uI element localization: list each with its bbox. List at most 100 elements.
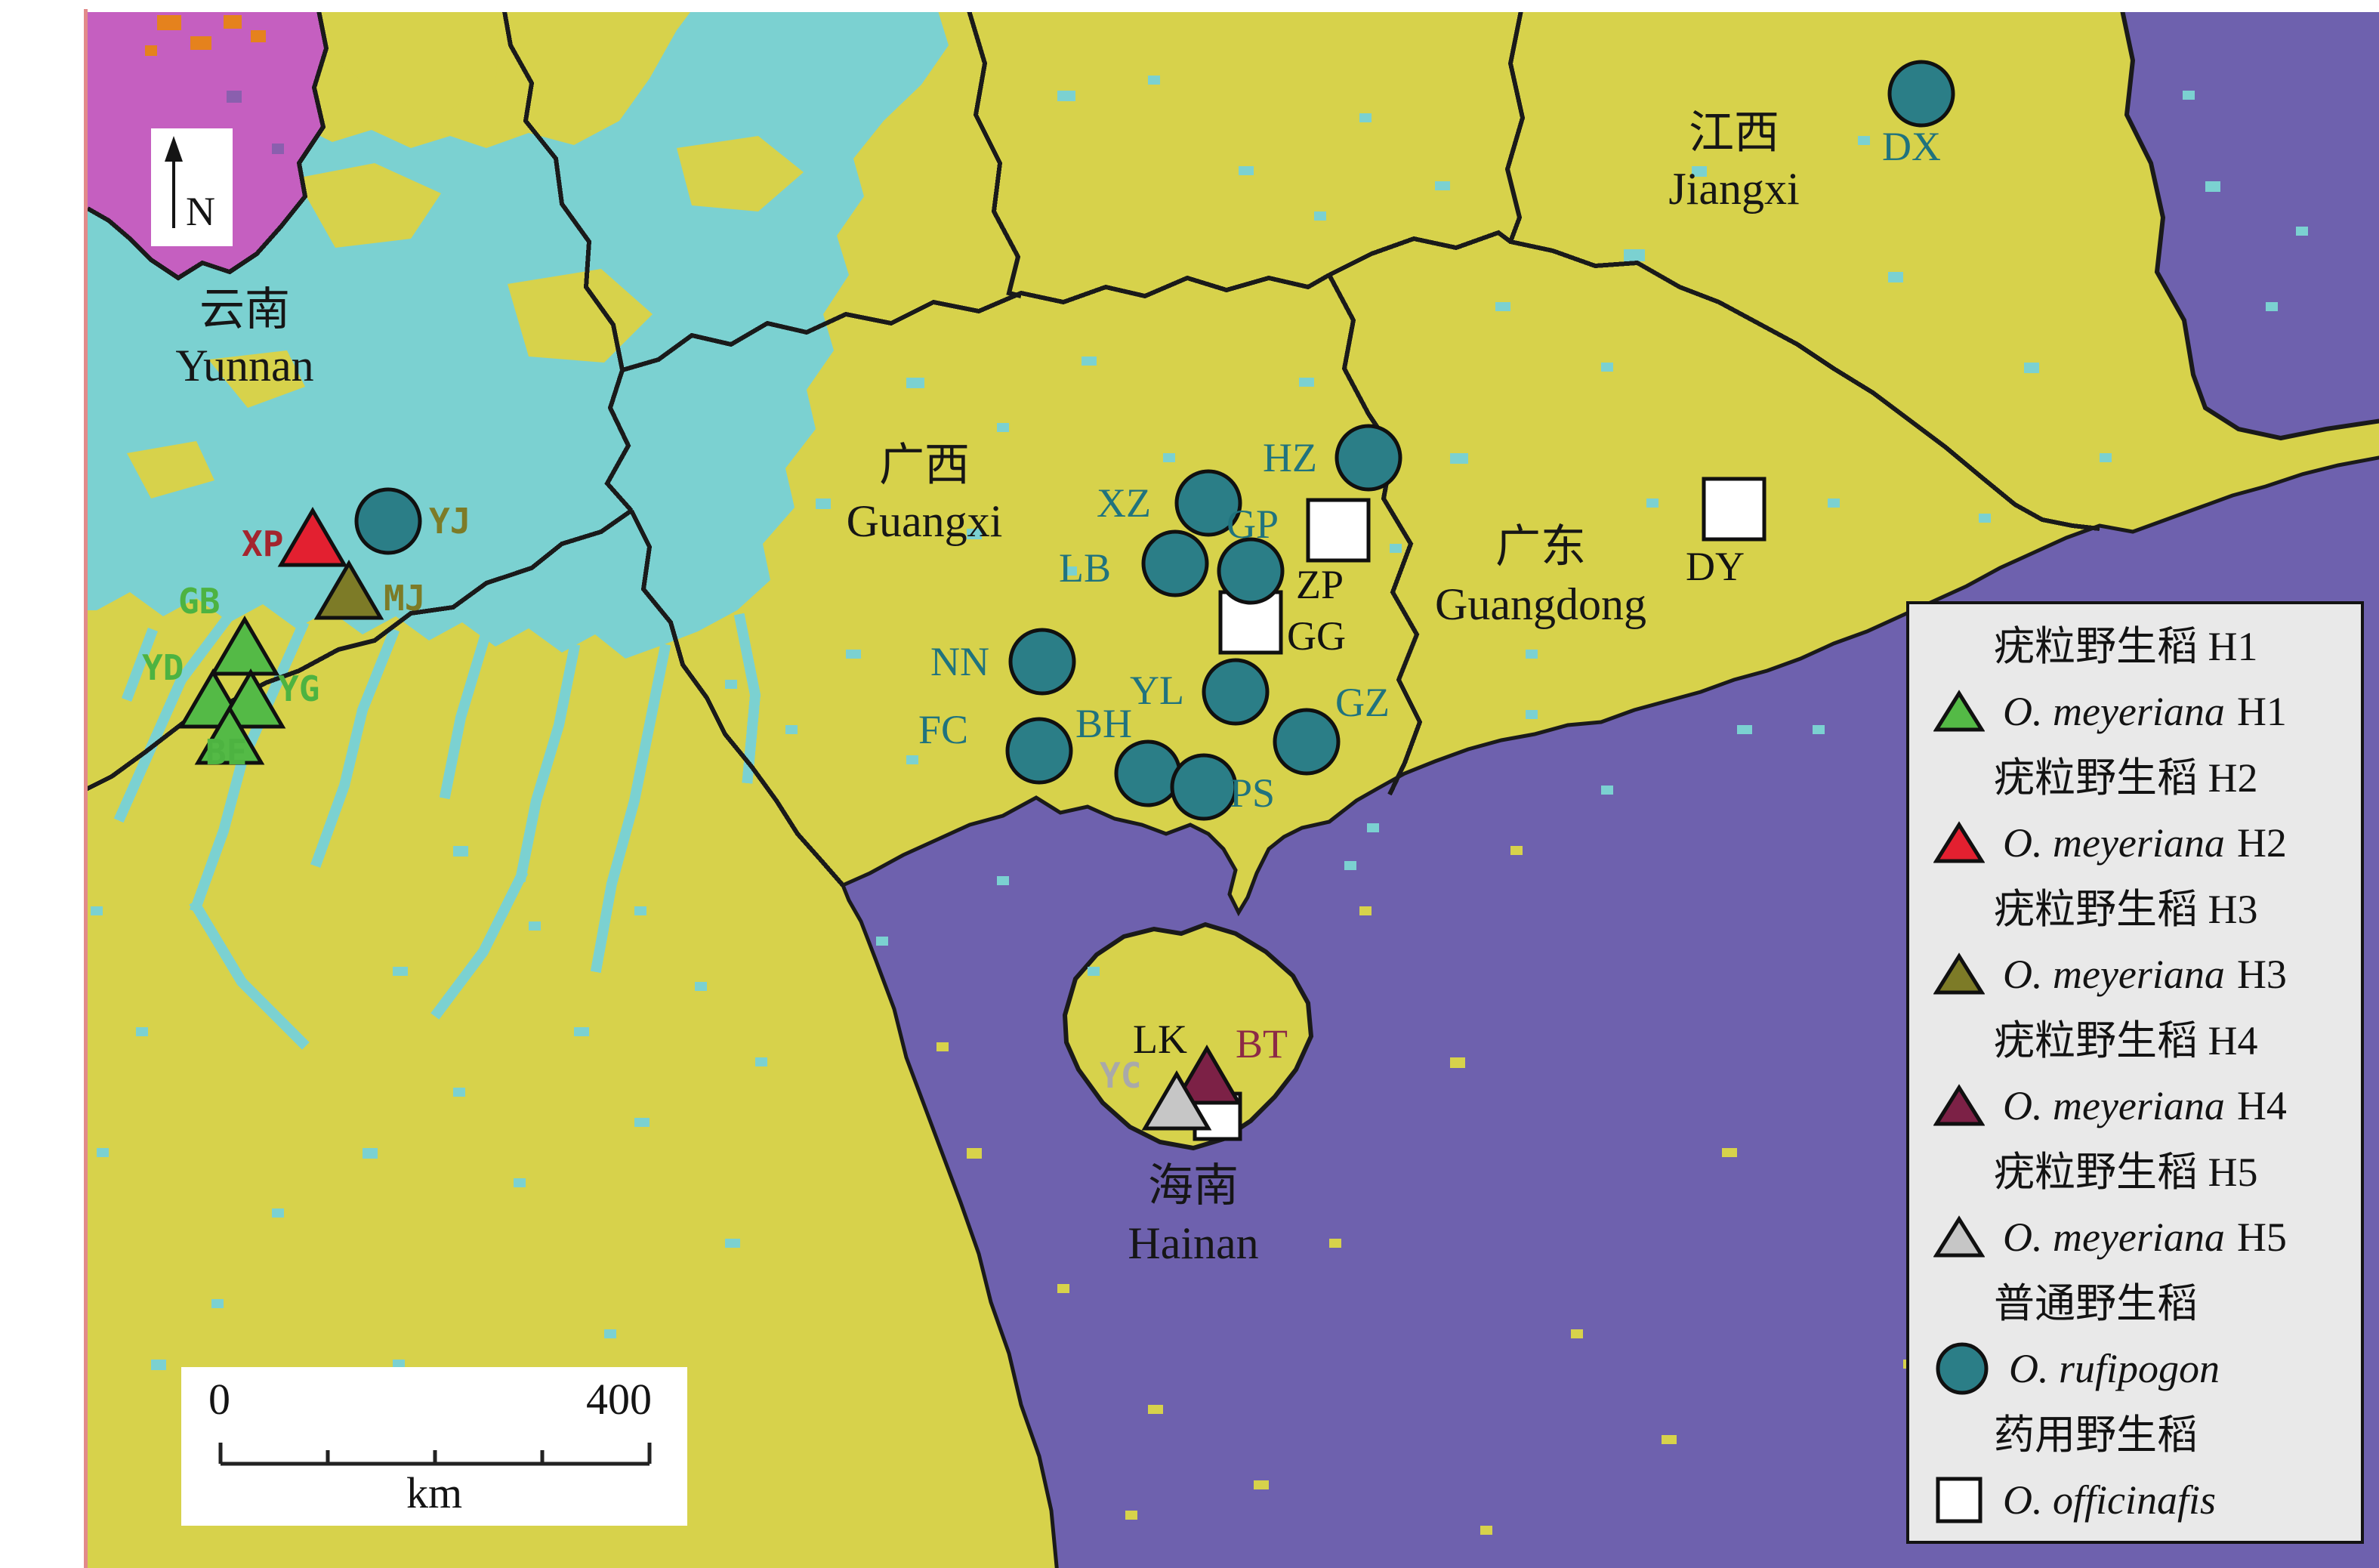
- site-marker-yg: [215, 668, 286, 729]
- site-label-bh: BH: [1075, 701, 1132, 746]
- fujian-region: [2120, 12, 2379, 441]
- legend-item-h4: 疣粒野生稻 H4 O. meyeriana H4: [1909, 1011, 2361, 1142]
- h5-triangle-icon: [1933, 1215, 1985, 1258]
- legend-cn-label: 药用野生稻: [1994, 1412, 2198, 1458]
- legend-latin-label: O. meyeriana H2: [2003, 819, 2287, 865]
- site-label-yd: YD: [142, 647, 184, 688]
- site-marker-gz: [1273, 708, 1341, 776]
- site-marker-be: [194, 705, 265, 765]
- h4-triangle-icon: [1933, 1084, 1985, 1126]
- h1-triangle-icon: [1933, 690, 1985, 732]
- orange-specks: [145, 15, 266, 56]
- site-marker-mj: [313, 560, 384, 620]
- legend-latin-label: O. officinafis: [2003, 1477, 2216, 1522]
- province-label-jiangxi-en: Jiangxi: [1668, 164, 1799, 214]
- highland-streaks: [113, 612, 761, 1050]
- h2-triangle-icon: [1933, 821, 1985, 863]
- site-marker-yc: [1141, 1070, 1212, 1131]
- legend-item-h1: 疣粒野生稻 H1 O. meyeriana H1: [1909, 616, 2361, 748]
- site-label-ps: PS: [1230, 770, 1275, 816]
- h3-triangle-icon: [1933, 952, 1985, 995]
- legend-latin-label: O. rufipogon: [2009, 1345, 2220, 1391]
- rufipogon-circle-icon: [1936, 1342, 1989, 1395]
- north-arrow: N: [151, 128, 233, 246]
- site-label-gb: GB: [178, 581, 220, 622]
- site-marker-fc: [1005, 717, 1073, 785]
- province-label-hainan-cn: 海南: [1148, 1159, 1239, 1212]
- scale-ticks: [218, 1443, 652, 1466]
- site-markers: [177, 60, 1955, 1141]
- legend-latin-label: O. meyeriana H3: [2003, 951, 2287, 996]
- site-label-xp: XP: [242, 523, 283, 564]
- site-label-yj: YJ: [429, 501, 471, 542]
- scale-unit-label: km: [406, 1470, 463, 1518]
- legend-item-h5: 疣粒野生稻 H5 O. meyeriana H5: [1909, 1142, 2361, 1273]
- scale-max-label: 400: [586, 1376, 652, 1424]
- legend-cn-label: 疣粒野生稻 H2: [1994, 755, 2258, 801]
- province-label-guangxi-en: Guangxi: [847, 496, 1003, 546]
- site-label-xz: XZ: [1097, 480, 1151, 526]
- site-label-be: BE: [205, 732, 247, 773]
- site-label-lk: LK: [1133, 1017, 1187, 1062]
- land-cyan-speckles: [91, 76, 2308, 1489]
- legend-cn-label: 疣粒野生稻 H3: [1994, 887, 2258, 932]
- legend-cn-label: 普通野生稻: [1994, 1281, 2198, 1326]
- land-patches-in-highland: [127, 12, 804, 498]
- site-marker-bh: [1114, 739, 1182, 807]
- hainan-island: [1062, 921, 1314, 1151]
- legend-latin-label: O. meyeriana H1: [2003, 688, 2287, 733]
- province-label-hainan-en: Hainan: [1128, 1218, 1258, 1268]
- site-marker-gb: [209, 616, 280, 676]
- province-label-jiangxi-cn: 江西: [1689, 106, 1779, 159]
- site-marker-yl: [1202, 658, 1270, 726]
- province-label-yunnan-cn: 云南: [199, 283, 290, 336]
- site-label-gp: GP: [1227, 502, 1279, 547]
- site-marker-gp: [1217, 537, 1285, 605]
- province-label-guangxi-cn: 广西: [879, 439, 970, 492]
- legend-latin-label: O. meyeriana H4: [2003, 1082, 2287, 1128]
- site-label-zp: ZP: [1296, 562, 1344, 607]
- site-marker-nn: [1008, 628, 1076, 696]
- site-label-hz: HZ: [1263, 435, 1317, 480]
- site-marker-xp: [277, 507, 348, 567]
- officinalis-square-icon: [1936, 1477, 1982, 1523]
- site-label-nn: NN: [930, 639, 989, 684]
- legend-item-h3: 疣粒野生稻 H3 O. meyeriana H3: [1909, 879, 2361, 1011]
- site-marker-yj: [354, 487, 422, 555]
- site-marker-ps: [1170, 753, 1238, 821]
- province-label-guangdong-cn: 广东: [1495, 520, 1586, 573]
- legend-item-rufipogon: 普通野生稻 O. rufipogon: [1909, 1273, 2361, 1405]
- legend-cn-label: 疣粒野生稻 H5: [1994, 1150, 2258, 1195]
- site-labels: XP MJ GB YD YG BE YJ HZ XZ GP LB NN YL G…: [142, 124, 1941, 1096]
- site-marker-lb: [1141, 529, 1209, 597]
- site-label-mj: MJ: [384, 578, 425, 619]
- site-label-bt: BT: [1236, 1021, 1288, 1066]
- site-label-dx: DX: [1882, 124, 1941, 169]
- site-label-dy: DY: [1686, 544, 1745, 589]
- legend: 疣粒野生稻 H1 O. meyeriana H1 疣粒野生稻 H2 O. meye…: [1906, 601, 2364, 1544]
- scale-zero-label: 0: [208, 1376, 230, 1424]
- site-marker-dx: [1887, 60, 1955, 128]
- province-labels: 云南 Yunnan 广西 Guangxi 广东 Guangdong 江西 Jia…: [175, 106, 1799, 1268]
- site-label-yc: YC: [1100, 1055, 1141, 1096]
- legend-item-h2: 疣粒野生稻 H2 O. meyeriana H2: [1909, 748, 2361, 879]
- north-label: N: [186, 189, 215, 234]
- site-marker-xz: [1174, 469, 1242, 537]
- site-label-gg: GG: [1287, 613, 1346, 659]
- legend-item-officinalis: 药用野生稻 O. officinafis: [1909, 1405, 2361, 1536]
- legend-cn-label: 疣粒野生稻 H1: [1994, 624, 2258, 669]
- north-arrow-icon: [165, 136, 183, 228]
- legend-cn-label: 疣粒野生稻 H4: [1994, 1018, 2258, 1063]
- site-label-gz: GZ: [1335, 680, 1390, 725]
- legend-latin-label: O. meyeriana H5: [2003, 1214, 2287, 1259]
- site-label-fc: FC: [918, 707, 968, 752]
- province-label-guangdong-en: Guangdong: [1435, 579, 1646, 629]
- province-label-yunnan-en: Yunnan: [175, 341, 313, 390]
- site-marker-zp: [1306, 498, 1371, 563]
- site-marker-dy: [1702, 477, 1767, 542]
- site-marker-bt: [1171, 1045, 1242, 1105]
- site-label-yl: YL: [1130, 668, 1184, 713]
- map-left-border: [84, 9, 88, 1568]
- site-marker-hz: [1335, 424, 1402, 492]
